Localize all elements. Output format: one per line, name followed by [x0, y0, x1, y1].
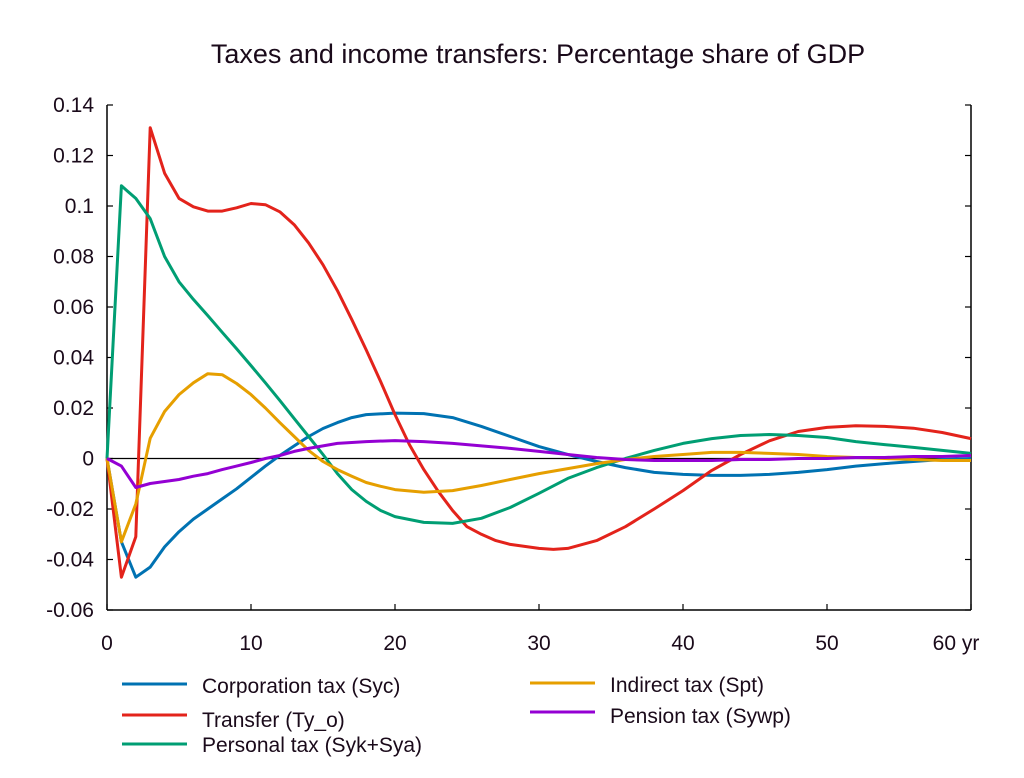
y-tick-label: 0.02 — [53, 397, 94, 420]
legend-label: Corporation tax (Syc) — [202, 675, 400, 698]
x-tick-label: 20 — [383, 632, 406, 655]
y-tick-label: 0 — [82, 448, 94, 471]
y-tick-label: 0.14 — [53, 94, 94, 117]
legend-item: Corporation tax (Syc) — [122, 675, 400, 698]
y-tick-label: -0.02 — [46, 498, 94, 521]
legend-item: Transfer (Ty_o) — [122, 709, 345, 732]
y-tick-label: -0.06 — [46, 599, 94, 622]
y-tick-label: -0.04 — [46, 549, 94, 572]
y-tick-label: 0.12 — [53, 145, 94, 168]
legend-label: Indirect tax (Spt) — [610, 674, 764, 697]
legend-item: Indirect tax (Spt) — [530, 674, 764, 697]
legend-item: Personal tax (Syk+Sya) — [122, 734, 422, 757]
series-line-personal-tax-syk-sya — [105, 184, 972, 525]
series-line-corporation-tax-syc — [105, 411, 972, 579]
x-tick-label: 60 yr — [933, 632, 980, 655]
x-tick-label: 50 — [815, 632, 838, 655]
chart-title: Taxes and income transfers: Percentage s… — [211, 39, 865, 69]
y-tick-label: 0.08 — [53, 246, 94, 269]
y-tick-label: 0.04 — [53, 347, 94, 370]
series-line-pension-tax-sywp — [106, 439, 972, 489]
legend-label: Pension tax (Sywp) — [610, 705, 791, 728]
x-tick-label: 0 — [101, 632, 113, 655]
legend-label: Transfer (Ty_o) — [202, 709, 345, 732]
y-tick-label: 0.06 — [53, 296, 94, 319]
x-tick-label: 10 — [239, 632, 262, 655]
axes: -0.06 -0.04 -0.02 0 0.02 0.04 0.06 0.08 0.1 0.12 0… — [46, 94, 979, 655]
y-tick-label: 0.1 — [65, 195, 94, 218]
x-tick-label: 30 — [527, 632, 550, 655]
series-line-transfer-ty-o — [105, 126, 972, 579]
legend: Corporation tax (Syc) Indirect tax (Spt) T… — [122, 674, 791, 757]
series-layer — [105, 126, 972, 579]
legend-label: Personal tax (Syk+Sya) — [202, 734, 422, 757]
x-tick-label: 40 — [671, 632, 694, 655]
series-line-indirect-tax-spt — [105, 372, 971, 544]
legend-item: Pension tax (Sywp) — [530, 705, 791, 728]
